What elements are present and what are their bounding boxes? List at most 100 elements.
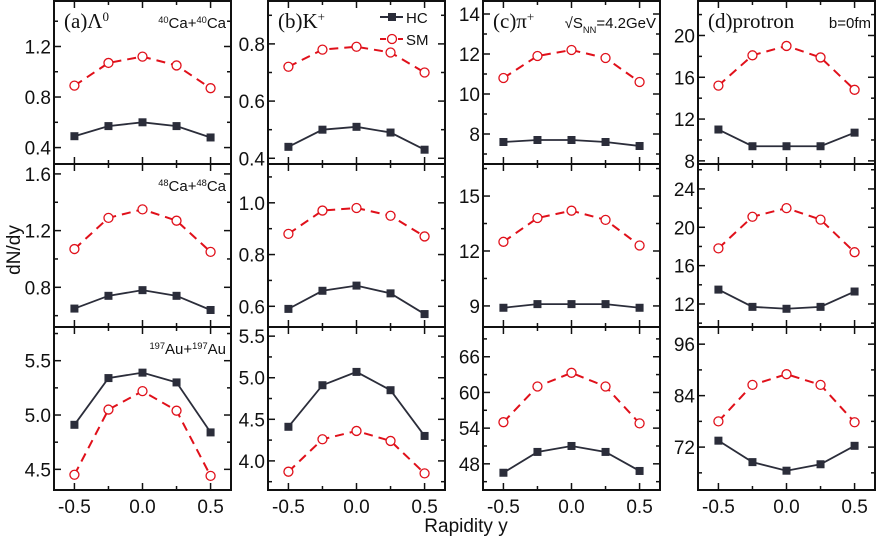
text-part: 0 — [103, 9, 110, 24]
y-tick-label: 10 — [459, 85, 480, 106]
text-part: NN — [583, 25, 596, 35]
data-point-hc — [850, 287, 859, 296]
data-point-hc — [420, 431, 429, 440]
data-point-sm — [171, 405, 182, 416]
data-point-sm — [781, 40, 792, 52]
text-part: Ca — [207, 178, 227, 195]
data-point-hc — [104, 122, 113, 131]
text-part: Ca+ — [169, 15, 197, 32]
y-tick-label: 1.2 — [25, 37, 51, 58]
data-point-hc — [635, 466, 644, 475]
data-point-sm — [600, 381, 611, 392]
y-tick-label: 12 — [459, 45, 480, 66]
legend-marker-hc — [388, 13, 396, 21]
data-point-sm — [69, 469, 80, 480]
data-point-hc — [850, 128, 859, 137]
data-point-sm — [781, 369, 792, 380]
data-point-hc — [284, 422, 293, 431]
text-part: (d)protron — [708, 9, 795, 33]
data-point-hc — [499, 303, 508, 312]
data-point-sm — [849, 247, 860, 258]
panel-frame — [267, 163, 446, 328]
panel-frame — [482, 326, 661, 491]
text-part: (a)Λ — [64, 9, 103, 33]
data-point-sm — [713, 80, 724, 91]
data-point-hc — [420, 310, 429, 319]
data-point-sm — [600, 214, 611, 226]
data-point-sm — [713, 243, 724, 254]
text-part: 40 — [158, 15, 168, 25]
panel-c-row2: 9 12 15 — [459, 163, 661, 328]
data-point-sm — [171, 60, 182, 71]
panel-c-row3: 48 54 60 66 -0.5 0.0 0.5 — [459, 326, 661, 518]
panel-a-row1: 0.4 0.8 1.2 — [25, 0, 232, 165]
system-annotation-row3: 197Au+197Au — [150, 341, 227, 358]
panel-grid: 0.4 0.8 1.2 0.4 0.6 0.8 8 10 12 14 8 12 16 20 0.8 1.2 1.… — [25, 0, 876, 518]
data-point-sm — [137, 51, 148, 62]
x-tick-label: 0.5 — [626, 497, 652, 518]
y-tick-label: 96 — [674, 335, 695, 356]
system-annotation-row1: 40Ca+40Ca — [158, 15, 226, 32]
series-line-sm — [717, 207, 856, 253]
text-part: 40 — [196, 15, 206, 25]
y-tick-label: 5.0 — [25, 406, 51, 427]
impact-parameter-annotation: b=0fm — [829, 15, 871, 32]
data-point-hc — [816, 302, 825, 311]
data-point-hc — [714, 285, 723, 294]
data-point-sm — [532, 50, 543, 62]
data-point-hc — [386, 386, 395, 395]
data-point-hc — [816, 142, 825, 151]
data-point-hc — [352, 122, 361, 131]
data-point-sm — [634, 76, 645, 88]
series-line-hc — [717, 439, 856, 472]
data-point-hc — [782, 304, 791, 313]
x-tick-label: -0.5 — [58, 497, 91, 518]
energy-annotation: √SNN=4.2GeV — [565, 15, 656, 35]
data-point-sm — [532, 381, 543, 392]
y-tick-label: 24 — [674, 180, 696, 201]
data-point-sm — [498, 417, 509, 428]
y-tick-label: 0.4 — [25, 139, 52, 160]
series-line-sm — [287, 429, 426, 475]
data-point-hc — [386, 128, 395, 137]
data-point-sm — [849, 84, 860, 95]
data-point-sm — [600, 52, 611, 64]
y-tick-label: 0.8 — [239, 246, 265, 267]
text-part: (b)K — [278, 9, 318, 33]
y-tick-label: 1.2 — [25, 222, 51, 243]
data-point-hc — [499, 138, 508, 146]
data-point-hc — [420, 145, 429, 154]
data-point-sm — [385, 47, 396, 58]
data-point-hc — [70, 304, 79, 313]
y-tick-label: 0.8 — [25, 278, 51, 299]
data-point-sm — [815, 52, 826, 63]
x-tick-label: 0.5 — [411, 497, 437, 518]
text-part: Ca+ — [169, 178, 197, 195]
data-point-sm — [103, 57, 114, 69]
data-point-hc — [635, 142, 644, 150]
data-point-hc — [714, 436, 723, 445]
data-point-hc — [386, 289, 395, 298]
data-point-sm — [419, 67, 430, 78]
data-point-sm — [849, 417, 860, 428]
legend-marker-sm — [386, 33, 398, 45]
data-point-hc — [104, 291, 113, 300]
data-point-sm — [103, 404, 114, 415]
data-point-hc — [499, 468, 508, 477]
data-point-hc — [318, 381, 327, 390]
data-point-hc — [567, 441, 576, 450]
data-point-sm — [351, 41, 362, 52]
data-point-hc — [748, 142, 757, 151]
legend: HC SM — [380, 10, 429, 49]
y-tick-label: 0.8 — [25, 88, 51, 109]
y-tick-label: 12 — [459, 242, 480, 263]
data-point-sm — [103, 212, 114, 224]
series-line-sm — [73, 208, 212, 253]
data-point-sm — [137, 385, 148, 397]
data-point-hc — [601, 138, 610, 146]
y-tick-label: 4.5 — [25, 460, 51, 481]
data-point-sm — [566, 205, 577, 216]
data-point-hc — [816, 460, 825, 469]
data-point-sm — [634, 240, 645, 251]
